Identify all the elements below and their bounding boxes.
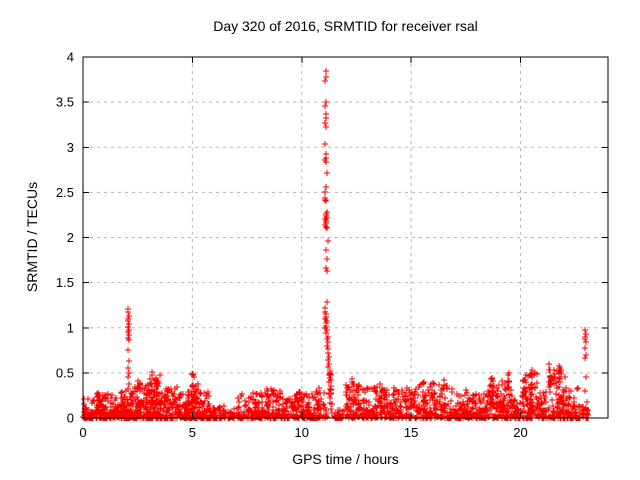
scatter-points xyxy=(79,67,592,422)
y-tick-label: 1.5 xyxy=(56,275,74,290)
x-tick-label: 5 xyxy=(189,425,196,440)
chart-title: Day 320 of 2016, SRMTID for receiver rsa… xyxy=(213,18,478,34)
y-tick-label: 1 xyxy=(67,320,74,335)
x-axis-label: GPS time / hours xyxy=(292,451,399,467)
y-tick-label: 3 xyxy=(67,140,74,155)
x-tick-label: 10 xyxy=(295,425,309,440)
grid-lines xyxy=(82,56,608,419)
y-tick-label: 2.5 xyxy=(56,185,74,200)
x-tick-label: 0 xyxy=(79,425,86,440)
plot-border xyxy=(82,56,609,419)
y-tick-label: 4 xyxy=(67,50,74,65)
y-tick-label: 2 xyxy=(67,230,74,245)
y-tick-label: 3.5 xyxy=(56,95,74,110)
y-tick-label: 0.5 xyxy=(56,365,74,380)
x-tick-label: 20 xyxy=(513,425,527,440)
x-tick-label: 15 xyxy=(404,425,418,440)
y-tick-label: 0 xyxy=(67,411,74,426)
